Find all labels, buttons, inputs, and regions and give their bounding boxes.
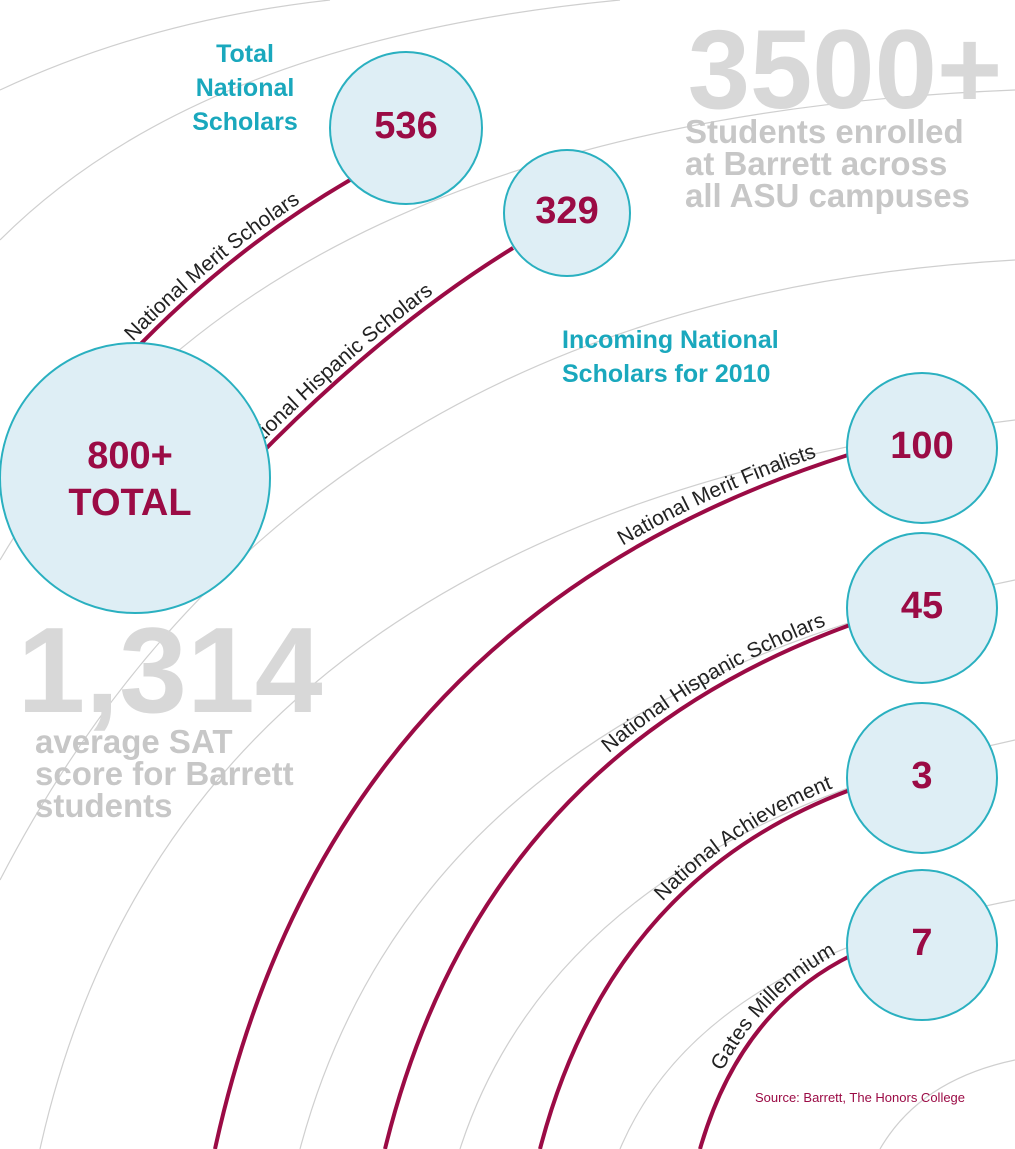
- arc-label-text: National Hispanic Scholars: [597, 609, 828, 758]
- arc-label: National Hispanic Scholars: [597, 609, 828, 758]
- enrollment-line: at Barrett across: [685, 145, 947, 182]
- link-line: [243, 246, 515, 472]
- total-heading: Total: [216, 40, 274, 68]
- enrollment-line: Students enrolled: [685, 113, 964, 150]
- enrollment-line: all ASU campuses: [685, 177, 970, 214]
- bubble-value: 3: [911, 755, 932, 797]
- arc-label-text: National Merit Scholars: [120, 187, 303, 345]
- sat-line: average SAT: [35, 723, 232, 760]
- total-heading: Scholars: [192, 108, 298, 136]
- bubble: [846, 532, 998, 684]
- source: Source: Barrett, The Honors College: [755, 1090, 965, 1105]
- sat-value: 1,314: [17, 602, 322, 738]
- bg-arc: [39, 419, 1015, 1149]
- bg-arc: [0, 0, 331, 91]
- arc-label: National Achievement: [650, 771, 835, 905]
- arc-label: National Merit Scholars: [120, 187, 303, 345]
- total-value: 800+: [87, 435, 173, 477]
- total-bubble: [0, 342, 271, 614]
- bubble-value: 100: [890, 425, 953, 467]
- arc-label-text: National Achievement: [650, 771, 835, 905]
- bubble: [846, 869, 998, 1021]
- bg-arc: [0, 259, 1015, 881]
- arc-label: National Merit Finalists: [614, 440, 819, 550]
- total-heading: National: [196, 74, 295, 102]
- link-line: [128, 178, 352, 357]
- arc-label: Gates Millennium: [706, 938, 839, 1074]
- bg-arc: [0, 0, 621, 241]
- bg-arc: [879, 1059, 1015, 1149]
- incoming-heading: Incoming National: [562, 326, 779, 354]
- enrollment-value: 3500+: [688, 7, 1003, 132]
- sat-line: students: [35, 787, 173, 824]
- link-line: [383, 623, 852, 1149]
- arc-label-text: Gates Millennium: [706, 938, 839, 1074]
- arc-label-text: National Merit Finalists: [614, 440, 819, 550]
- bubble-value: 329: [535, 190, 598, 232]
- bubble-value: 7: [911, 922, 932, 964]
- bubble-value: 45: [901, 585, 943, 627]
- bubble: [846, 372, 998, 524]
- incoming-heading: Scholars for 2010: [562, 360, 770, 388]
- link-line: [213, 453, 850, 1149]
- bubble: [329, 51, 483, 205]
- bubble: [503, 149, 631, 277]
- sat-line: score for Barrett: [35, 755, 294, 792]
- total-label: TOTAL: [68, 482, 191, 524]
- bubble: [846, 702, 998, 854]
- bubble-value: 536: [374, 105, 437, 147]
